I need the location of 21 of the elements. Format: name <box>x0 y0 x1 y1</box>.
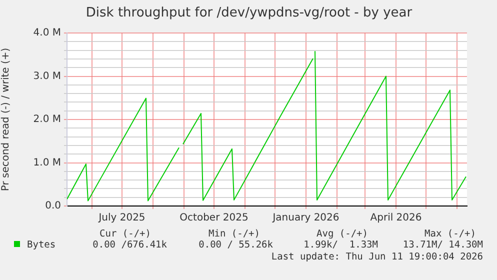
y-axis-title: Pr second read (-) / write (+) <box>0 48 12 192</box>
text: 1.99k/ 1.33M <box>304 239 378 250</box>
text: 0.00 / 55.26k <box>198 239 274 250</box>
text: Cur (-/+) <box>100 228 151 240</box>
text: Min (-/+) <box>208 228 260 240</box>
text: Last update: Thu Jun 11 19:00:04 2026 <box>271 251 484 262</box>
y-tick-label: 2.0 M <box>33 114 61 126</box>
x-tick-label: October 2025 <box>180 212 248 224</box>
x-tick-label: January 2026 <box>272 212 340 224</box>
y-tick-label: 4.0 M <box>33 28 61 39</box>
x-tick-label: April 2026 <box>370 212 422 224</box>
text: Max (-/+) <box>424 228 476 240</box>
y-tick-label: 1.0 M <box>33 157 61 168</box>
y-tick-label: 0.0 <box>45 200 61 212</box>
chart-title: Disk throughput for /dev/ywpdns-vg/root - by year <box>86 5 413 20</box>
x-tick-label: July 2025 <box>98 212 146 224</box>
y-tick-label: 3.0 M <box>33 70 61 82</box>
text: 0.00 /676.41k <box>92 239 168 250</box>
legend-label: Bytes <box>27 239 56 250</box>
text: 13.71M/ 14.30M <box>402 239 484 250</box>
text: Avg (-/+) <box>316 228 368 240</box>
